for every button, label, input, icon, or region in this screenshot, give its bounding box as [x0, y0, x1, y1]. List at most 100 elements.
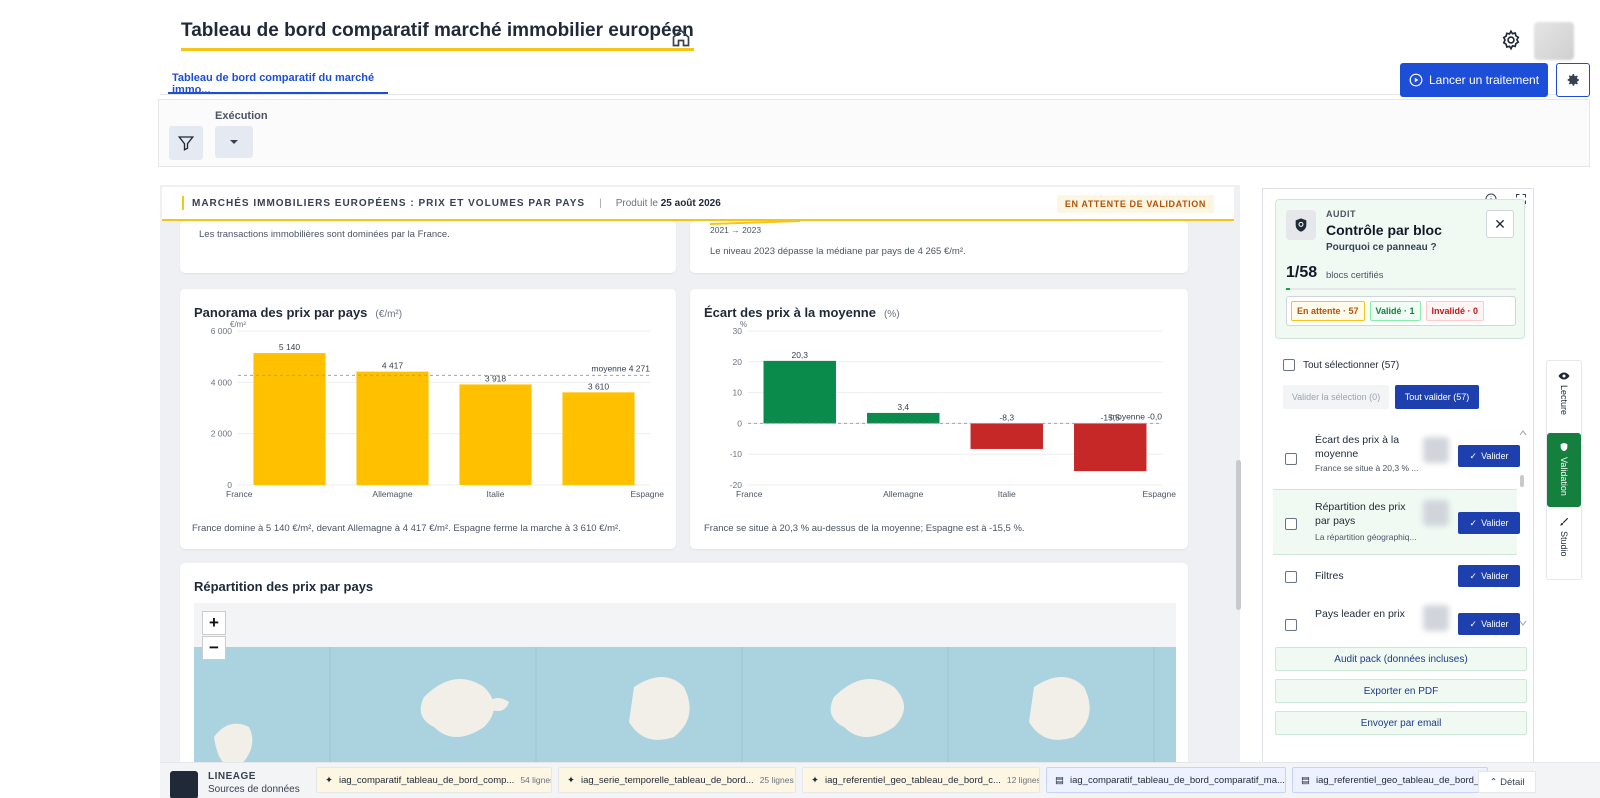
- settings-button[interactable]: [1556, 63, 1590, 97]
- check-icon: ✓: [1469, 618, 1478, 629]
- map-view[interactable]: + −: [194, 603, 1176, 765]
- list-item: Répartition des prix par pays La réparti…: [1273, 489, 1520, 555]
- item-title: Pays leader en prix: [1315, 608, 1405, 620]
- y-axis-label: %: [740, 320, 747, 329]
- validate-button[interactable]: ✓ Valider: [1458, 613, 1520, 635]
- select-all-checkbox[interactable]: [1283, 359, 1295, 371]
- x-tick-label: Italie: [998, 489, 1016, 499]
- audit-shield: [1286, 210, 1316, 240]
- bar: [867, 412, 940, 424]
- tab-divider: [160, 94, 1590, 95]
- avatar[interactable]: [1534, 22, 1574, 60]
- tab-validation[interactable]: Validation: [1547, 433, 1581, 507]
- source-lines: 25 lignes: [759, 775, 794, 785]
- fullscreen-icon[interactable]: [1515, 193, 1527, 205]
- status-badge: EN ATTENTE DE VALIDATION: [1056, 195, 1214, 213]
- tab-lecture[interactable]: Lecture: [1547, 371, 1581, 431]
- chart-prices-title-text: Panorama des prix par pays: [194, 305, 368, 320]
- validated-pill[interactable]: Validé · 1: [1369, 301, 1421, 321]
- filter-button[interactable]: [169, 126, 203, 160]
- data-label: -15,5: [1101, 412, 1121, 422]
- audit-summary: AUDIT Contrôle par bloc Pourquoi ce pann…: [1275, 199, 1525, 339]
- zoom-in-button[interactable]: +: [202, 611, 226, 635]
- execution-dropdown[interactable]: [215, 126, 253, 158]
- audit-title: Contrôle par bloc: [1326, 222, 1442, 238]
- y-tick-label: 6 000: [211, 326, 233, 336]
- validate-label: Valider: [1481, 571, 1509, 581]
- trend-line: [710, 221, 801, 225]
- status-filter-group: En attente · 57 Validé · 1 Invalidé · 0: [1286, 296, 1516, 326]
- source-chip[interactable]: ✦ iag_serie_temporelle_tableau_de_bord...…: [558, 767, 796, 793]
- item-subtitle: France se situe à 20,3 % ...: [1315, 463, 1419, 473]
- source-chip[interactable]: ✦ iag_comparatif_tableau_de_bord_comp... 5…: [316, 767, 552, 793]
- pending-pill[interactable]: En attente · 57: [1291, 301, 1365, 321]
- lineage-icon[interactable]: [170, 771, 198, 798]
- tab-studio-label: Studio: [1559, 531, 1569, 557]
- launch-process-button[interactable]: Lancer un traitement: [1400, 63, 1548, 97]
- item-checkbox[interactable]: [1285, 571, 1297, 583]
- chart-deviation-title-text: Écart des prix à la moyenne: [704, 305, 876, 320]
- reference-label: moyenne -0,0: [1110, 411, 1162, 421]
- item-checkbox[interactable]: [1285, 453, 1297, 465]
- card-top-right: 2021 → 2023 Le niveau 2023 dépasse la mé…: [690, 221, 1188, 273]
- list-scroll-down-icon[interactable]: [1519, 619, 1527, 627]
- source-lines: 12 lignes: [1006, 775, 1040, 785]
- data-label: 3 610: [588, 381, 610, 391]
- close-icon[interactable]: ✕: [1486, 210, 1514, 238]
- validate-selection-button[interactable]: Valider la sélection (0): [1283, 385, 1389, 409]
- source-name: iag_referentiel_geo_tableau_de_bord_c...: [824, 774, 1001, 786]
- main-scrollbar[interactable]: [1234, 190, 1242, 750]
- lineage-subtitle: Sources de données: [208, 784, 300, 795]
- select-all[interactable]: Tout sélectionner (57): [1283, 359, 1399, 371]
- filter-bar: Exécution: [158, 99, 1590, 167]
- list-scrollbar-thumb[interactable]: [1520, 475, 1524, 487]
- chart-card-deviation: Écart des prix à la moyenne (%) % -20 -10 0 1…: [690, 289, 1188, 549]
- y-tick-label: 0: [227, 480, 232, 490]
- tab-studio[interactable]: Studio: [1547, 517, 1581, 577]
- execution-label: Exécution: [215, 110, 268, 122]
- source-chip[interactable]: ▤ iag_comparatif_tableau_de_bord_comparat…: [1046, 767, 1286, 793]
- audit-why-link[interactable]: Pourquoi ce panneau ?: [1326, 242, 1437, 253]
- reference-label: moyenne 4 271: [591, 363, 650, 373]
- bar: [1074, 423, 1147, 472]
- item-checkbox[interactable]: [1285, 619, 1297, 631]
- x-tick-label: Italie: [487, 489, 505, 499]
- validate-button[interactable]: ✓ Valider: [1458, 512, 1520, 534]
- validate-label: Valider: [1481, 518, 1509, 528]
- main-scrollbar-thumb[interactable]: [1236, 460, 1241, 610]
- chart-deviation-unit: (%): [883, 309, 900, 320]
- caret-down-icon: [230, 140, 238, 144]
- lineage-detail-button[interactable]: ⌃ Détail: [1478, 771, 1536, 793]
- select-all-label: Tout sélectionner (57): [1303, 359, 1400, 371]
- item-title: Écart des prix à la moyenne: [1315, 434, 1400, 460]
- list-scroll-up-icon[interactable]: [1519, 429, 1527, 437]
- report-header: MARCHÉS IMMOBILIERS EUROPÉENS : PRIX ET …: [162, 187, 1234, 221]
- shield-icon: [1560, 442, 1568, 452]
- data-label: 3,4: [897, 402, 909, 412]
- home-icon[interactable]: [671, 28, 691, 48]
- export-pdf-button[interactable]: Exporter en PDF: [1275, 679, 1527, 703]
- chart-prices-plot: €/m² 0 2 000 4 000 6 000 5 140 France 4 417 Alle…: [211, 320, 665, 499]
- invalidated-pill[interactable]: Invalidé · 0: [1425, 301, 1485, 321]
- zoom-out-button[interactable]: −: [202, 636, 226, 660]
- tab-dashboard[interactable]: Tableau de bord comparatif du marché imm…: [168, 64, 388, 96]
- list-item: Filtres ✓ Valider: [1273, 561, 1520, 593]
- funnel-icon: [177, 136, 195, 151]
- send-email-button[interactable]: Envoyer par email: [1275, 711, 1527, 735]
- validate-button[interactable]: ✓ Valider: [1458, 565, 1520, 587]
- detail-label: Détail: [1500, 776, 1525, 788]
- validate-button[interactable]: ✓ Valider: [1458, 445, 1520, 467]
- item-title: Filtres: [1315, 570, 1344, 582]
- cog-icon: [1567, 74, 1579, 86]
- eye-icon: [1558, 372, 1570, 380]
- item-thumbnail: [1423, 500, 1449, 526]
- source-chip[interactable]: ▤ iag_referentiel_geo_tableau_de_bord_c..…: [1292, 767, 1488, 793]
- source-chip[interactable]: ✦ iag_referentiel_geo_tableau_de_bord_c..…: [802, 767, 1040, 793]
- source-name: iag_serie_temporelle_tableau_de_bord...: [580, 774, 754, 786]
- validate-all-button[interactable]: Tout valider (57): [1395, 385, 1479, 409]
- report-canvas: MARCHÉS IMMOBILIERS EUROPÉENS : PRIX ET …: [160, 185, 1240, 765]
- item-checkbox[interactable]: [1285, 518, 1297, 530]
- audit-pack-button[interactable]: Audit pack (données incluses): [1275, 647, 1527, 671]
- tab-validation-label: Validation: [1559, 457, 1569, 496]
- gear-icon[interactable]: [1500, 29, 1522, 51]
